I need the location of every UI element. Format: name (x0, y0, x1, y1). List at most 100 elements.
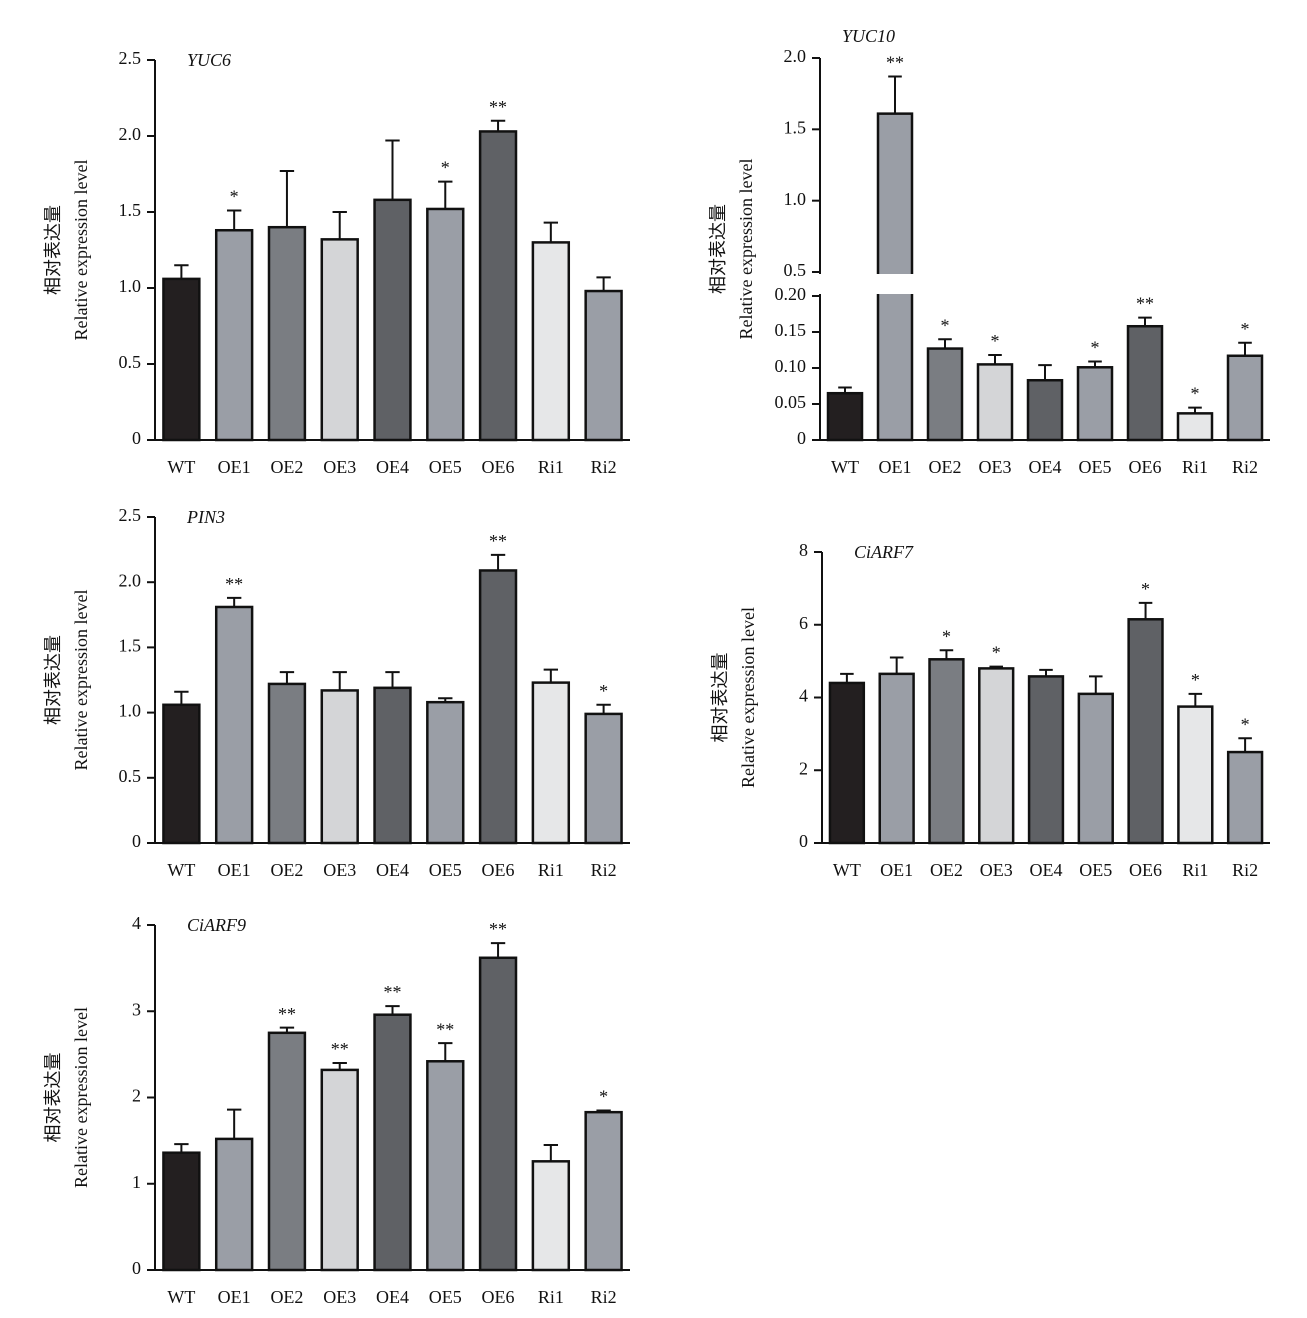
error-bar (174, 690, 189, 705)
x-tick-label: OE1 (218, 860, 251, 880)
error-bar (174, 1143, 189, 1153)
significance-label: * (441, 158, 450, 178)
bar (426, 700, 465, 845)
error-bar (1038, 364, 1052, 381)
y-tick-label: 1.0 (119, 276, 142, 296)
x-tick-label: Ri1 (538, 1287, 564, 1307)
x-tick-label: OE1 (879, 457, 912, 477)
x-tick-label: OE2 (270, 860, 303, 880)
error-bar (939, 649, 954, 660)
error-bar (1089, 675, 1103, 694)
x-tick-label: Ri1 (1182, 457, 1208, 477)
significance-label: * (230, 187, 239, 207)
y-tick-label: 2 (799, 758, 808, 778)
x-tick-label: WT (167, 1287, 195, 1307)
bar (1127, 618, 1164, 845)
significance-label: ** (489, 97, 507, 117)
x-tick-label: OE5 (1079, 860, 1112, 880)
significance-label: ** (1136, 294, 1154, 314)
x-tick-label: OE5 (1079, 457, 1112, 477)
bar (426, 1060, 465, 1272)
error-bar (332, 671, 347, 691)
significance-label: * (1141, 579, 1150, 599)
bar (1076, 366, 1114, 442)
y-tick-label: 0.5 (119, 352, 142, 372)
significance-label: * (992, 643, 1001, 663)
y-tick-label: 2.0 (784, 46, 807, 66)
error-bar (438, 180, 453, 209)
x-tick-label: OE2 (270, 1287, 303, 1307)
significance-label: ** (489, 531, 507, 551)
error-bar (438, 1042, 453, 1062)
bar (320, 1068, 359, 1272)
x-tick-label: OE3 (980, 860, 1013, 880)
y-tick-label: 0 (132, 831, 141, 851)
x-tick-label: OE3 (323, 457, 356, 477)
bar (320, 689, 359, 845)
significance-label: * (1191, 670, 1200, 690)
error-bar (1039, 668, 1053, 677)
error-bar (490, 553, 506, 571)
y-tick-label: 6 (799, 613, 808, 633)
bar (584, 1110, 623, 1272)
chart-title: PIN3 (186, 507, 225, 527)
bar (531, 681, 571, 845)
y-axis-label: Relative expression level (71, 590, 91, 771)
x-tick-label: Ri2 (1232, 860, 1258, 880)
error-bar (838, 386, 852, 394)
error-bar (596, 703, 611, 714)
y-tick-label: 1.0 (119, 701, 142, 721)
significance-label: ** (436, 1019, 454, 1039)
error-bar (385, 139, 400, 200)
y-tick-label: 1 (132, 1172, 141, 1192)
error-bar (226, 209, 242, 231)
x-tick-label: Ri1 (1182, 860, 1208, 880)
y-tick-label: 2.5 (119, 505, 142, 525)
significance-label: * (599, 1087, 608, 1107)
bar (584, 289, 623, 442)
significance-label: ** (384, 982, 402, 1002)
y-tick-label: 0.20 (775, 284, 807, 304)
bar (1176, 412, 1214, 442)
significance-label: ** (886, 53, 904, 73)
error-bar (1138, 316, 1152, 327)
error-bar (1188, 406, 1202, 414)
x-tick-label: OE4 (1030, 860, 1063, 880)
bar (1077, 692, 1114, 845)
error-bar (543, 1143, 559, 1162)
x-tick-label: OE4 (376, 1287, 409, 1307)
y-tick-label: 0 (132, 428, 141, 448)
bar (828, 681, 866, 845)
y-tick-label: 0.5 (784, 260, 807, 280)
x-tick-label: OE3 (323, 860, 356, 880)
x-tick-label: OE2 (270, 457, 303, 477)
y-tick-label: 0.15 (775, 320, 807, 340)
chart-title: YUC10 (842, 26, 895, 46)
error-bar (385, 671, 400, 688)
bar (267, 1031, 307, 1272)
error-bar (989, 665, 1003, 669)
error-bar (438, 697, 453, 703)
y-tick-label: 1.5 (119, 200, 142, 220)
bar (267, 225, 307, 442)
bar (584, 712, 623, 845)
y-axis-label: Relative expression level (71, 1007, 91, 1188)
error-bar (988, 354, 1002, 365)
significance-label: * (941, 315, 950, 335)
axis-break-gap (810, 274, 1270, 294)
bar (162, 703, 201, 845)
y-tick-label: 4 (132, 913, 141, 933)
x-tick-label: OE3 (979, 457, 1012, 477)
significance-label: * (1091, 338, 1100, 358)
chart-title: CiARF9 (187, 915, 246, 935)
x-tick-label: OE1 (218, 457, 251, 477)
y-tick-label: 2.0 (119, 124, 142, 144)
significance-label: * (991, 331, 1000, 351)
error-bar (490, 119, 506, 132)
y-tick-label: 0 (132, 1258, 141, 1278)
bar (162, 277, 201, 442)
y-tick-label: 0 (797, 428, 806, 448)
bar (976, 363, 1014, 442)
y-axis-label: 相对表达量 (43, 1053, 63, 1143)
